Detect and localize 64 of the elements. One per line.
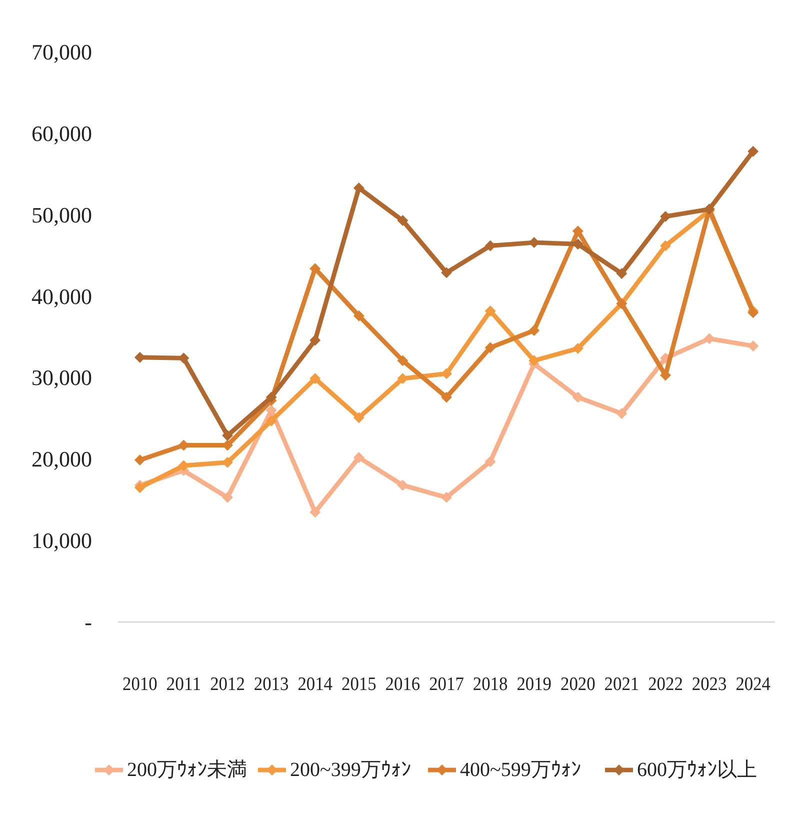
point xyxy=(572,342,584,354)
point xyxy=(704,333,715,344)
point xyxy=(134,482,146,494)
point xyxy=(353,310,364,322)
x-tick-label: 2019 xyxy=(516,674,555,695)
y-tick-label: 60,000 xyxy=(32,120,92,146)
point xyxy=(748,146,759,157)
point xyxy=(353,412,364,424)
point xyxy=(266,415,277,426)
x-tick-label: 2020 xyxy=(560,674,598,695)
point xyxy=(484,342,496,354)
point xyxy=(310,506,321,518)
x-tick-label: 2012 xyxy=(210,674,248,695)
point xyxy=(660,240,671,252)
y-tick-label: 50,000 xyxy=(32,202,92,228)
point xyxy=(441,392,452,403)
x-tick-label: 2010 xyxy=(122,674,160,695)
point xyxy=(748,340,759,352)
x-tick-label: 2015 xyxy=(342,674,380,695)
y-tick-label: - xyxy=(84,610,92,634)
x-tick-label: 2024 xyxy=(736,674,774,695)
point xyxy=(616,268,628,279)
point xyxy=(310,373,321,384)
point xyxy=(222,430,233,442)
legend-label: 200万ｳｫﾝ未満 xyxy=(127,759,247,781)
legend-label: 200~399万ｳｫﾝ xyxy=(290,759,411,781)
point xyxy=(572,392,584,403)
x-tick-label: 2018 xyxy=(472,674,511,695)
point xyxy=(441,492,452,503)
y-tick-label: 40,000 xyxy=(32,284,92,309)
x-tick-label: 2023 xyxy=(692,674,730,695)
legend-label: 600万ｳｫﾝ以上 xyxy=(637,759,757,781)
y-tick-label: 10,000 xyxy=(32,528,92,554)
x-tick-label: 2017 xyxy=(429,674,468,695)
point xyxy=(528,324,540,336)
point xyxy=(484,456,496,468)
point xyxy=(397,373,408,384)
y-tick-label: 30,000 xyxy=(32,365,92,390)
point xyxy=(616,408,628,420)
point xyxy=(484,305,496,316)
point xyxy=(397,480,408,491)
point xyxy=(222,492,233,503)
point xyxy=(441,267,452,278)
point xyxy=(528,355,540,366)
point xyxy=(134,454,146,466)
point xyxy=(266,392,277,403)
point xyxy=(310,263,321,274)
y-tick-label: 70,000 xyxy=(32,40,92,64)
x-tick-label: 2021 xyxy=(604,674,642,695)
x-tick-label: 2022 xyxy=(648,674,686,695)
x-tick-label: 2016 xyxy=(385,674,424,695)
y-tick-label: 20,000 xyxy=(32,446,92,472)
point xyxy=(397,355,408,366)
x-tick-label: 2014 xyxy=(298,674,336,695)
point xyxy=(660,210,671,222)
point xyxy=(572,226,584,237)
legend-label: 400~599万ｳｫﾝ xyxy=(460,759,581,781)
point xyxy=(353,182,364,194)
point xyxy=(310,334,321,346)
point xyxy=(397,215,408,226)
x-tick-label: 2011 xyxy=(166,674,204,695)
point xyxy=(441,368,452,380)
point xyxy=(353,452,364,464)
x-tick-label: 2013 xyxy=(254,674,292,695)
